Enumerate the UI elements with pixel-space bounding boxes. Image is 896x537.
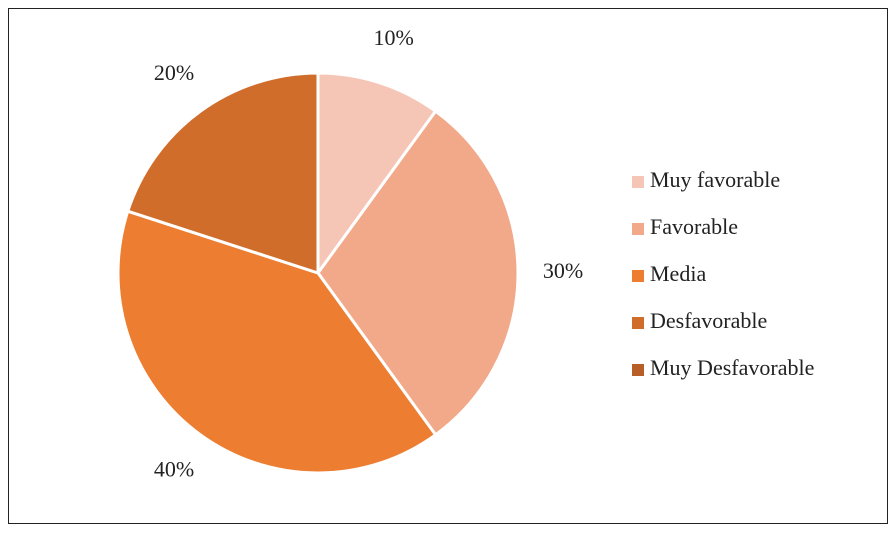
legend-label: Muy Desfavorable: [650, 355, 814, 380]
pie-slice: [316, 71, 438, 278]
pie-slice: [116, 209, 438, 475]
legend-swatch: [632, 223, 644, 235]
legend-label: Muy favorable: [650, 167, 780, 192]
data-label: 20%: [154, 60, 194, 85]
legend-label: Favorable: [650, 214, 738, 239]
data-label: 40%: [154, 456, 194, 481]
legend-swatch: [632, 176, 644, 188]
pie-slice: [125, 71, 320, 276]
pie-slice: [316, 109, 520, 437]
legend-swatch: [632, 364, 644, 376]
legend-label: Media: [650, 261, 706, 286]
legend-label: Desfavorable: [650, 308, 767, 333]
legend-swatch: [632, 317, 644, 329]
data-label: 10%: [374, 25, 414, 50]
data-label: 30%: [543, 258, 583, 283]
legend-swatch: [632, 270, 644, 282]
